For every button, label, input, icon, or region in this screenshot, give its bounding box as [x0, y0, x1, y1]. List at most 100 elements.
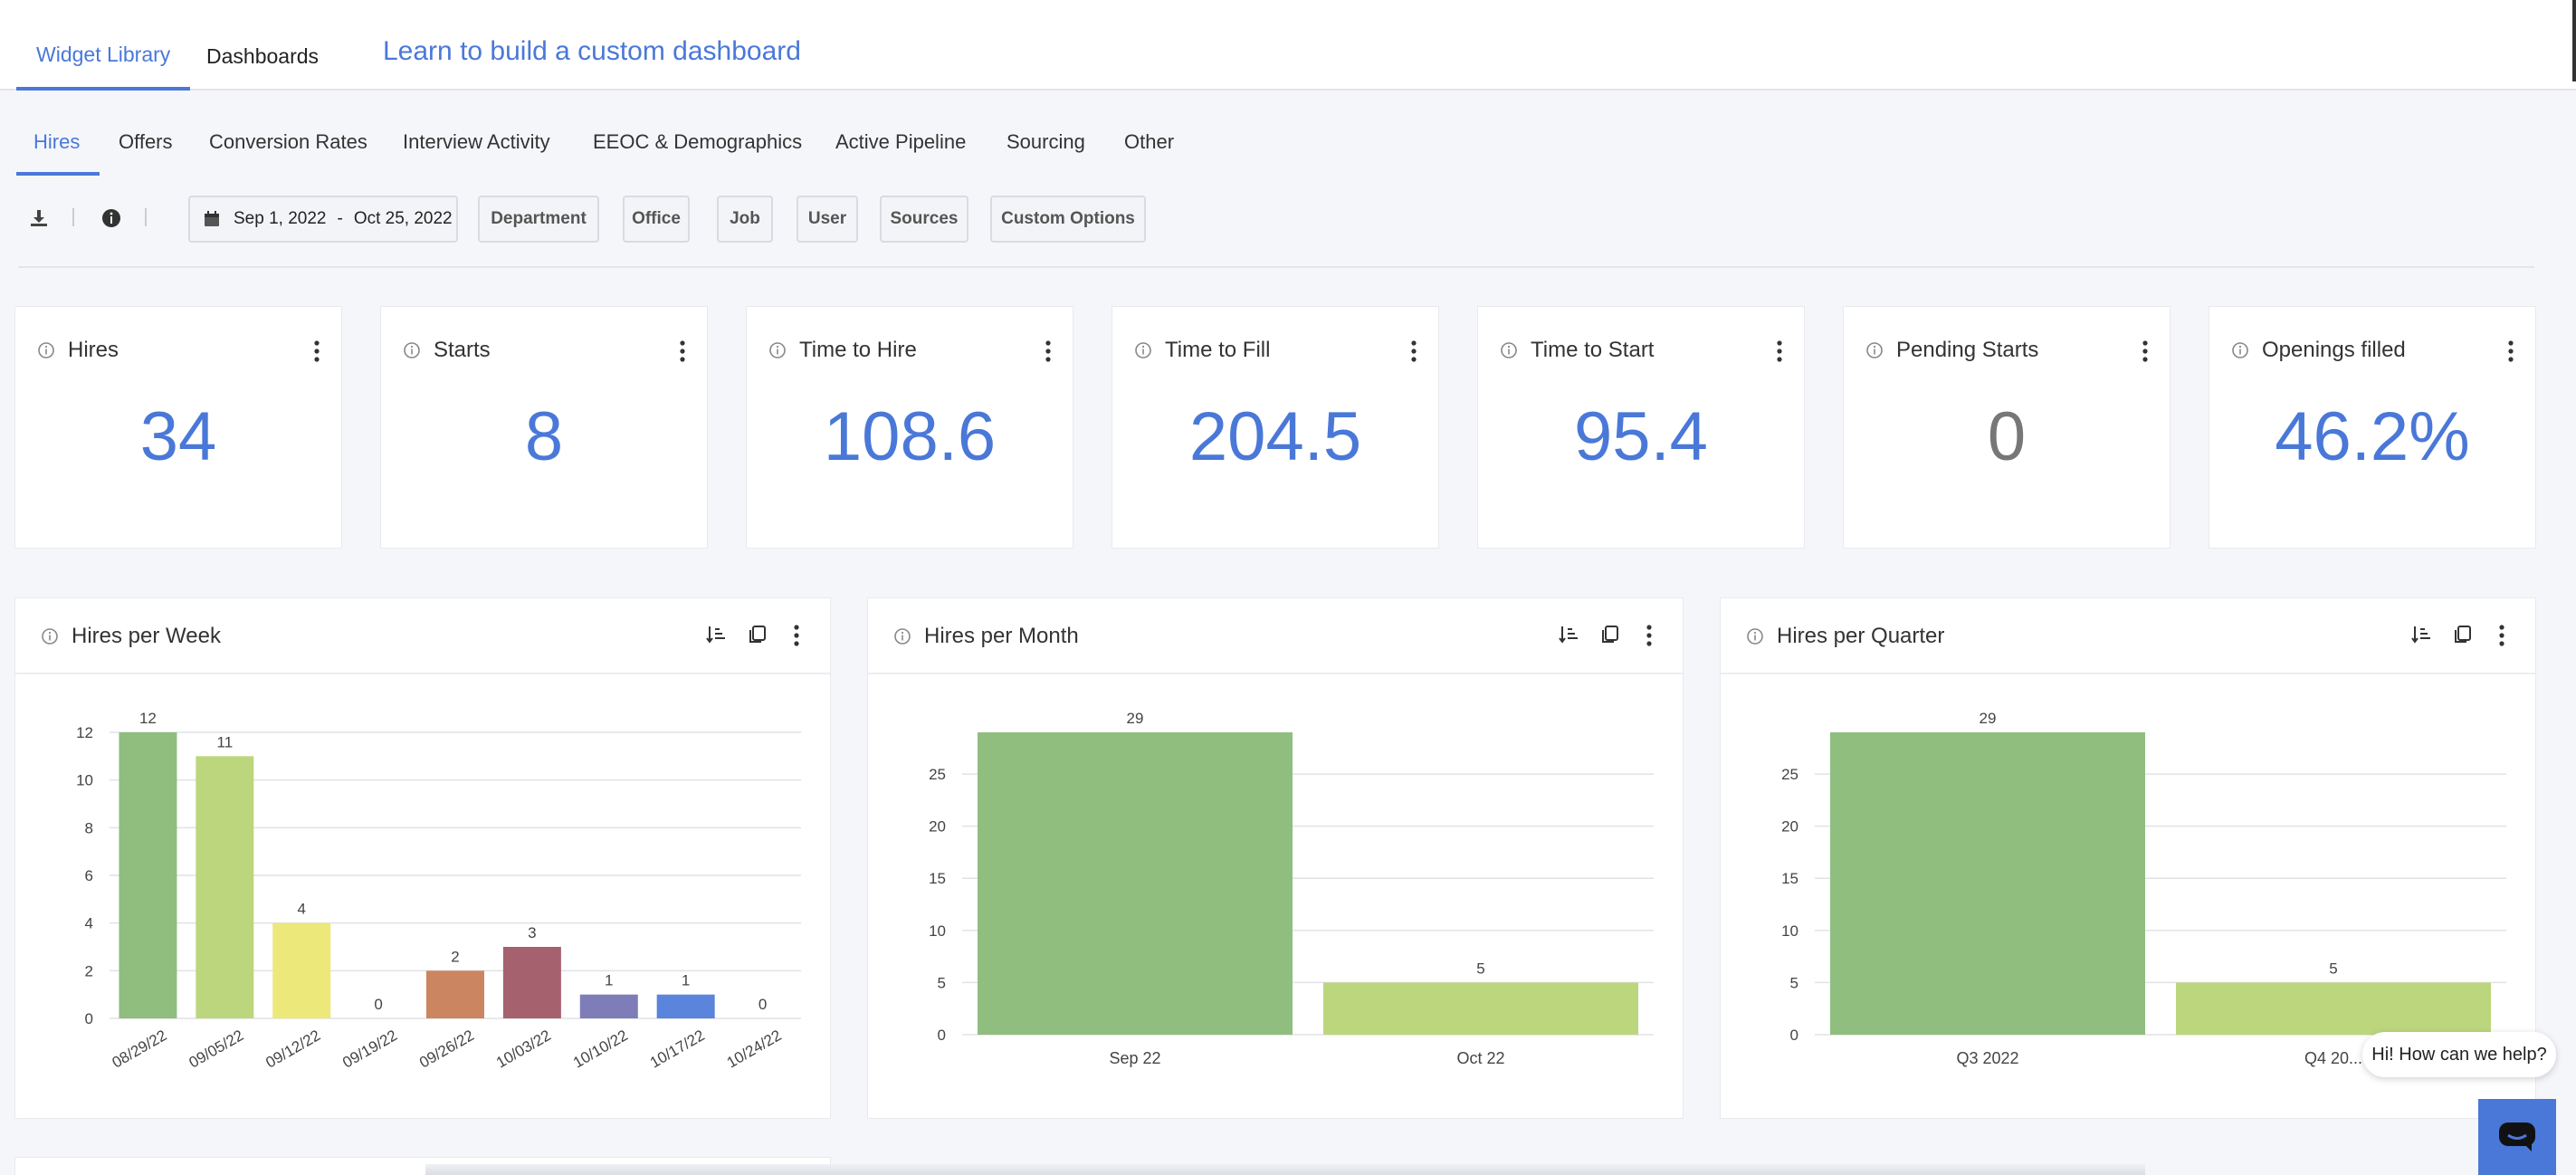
- subtab-conversion-rates[interactable]: Conversion Rates: [209, 130, 367, 153]
- bar: [579, 994, 638, 1018]
- data-label: 29: [1127, 710, 1144, 727]
- subtab-other[interactable]: Other: [1124, 130, 1175, 153]
- chat-button[interactable]: [2478, 1099, 2556, 1175]
- kpi-card-openings-filled: Openings filled 46.2%: [2209, 306, 2536, 549]
- more-vertical-icon[interactable]: [312, 339, 321, 368]
- kpi-card-pending-starts: Pending Starts 0: [1843, 306, 2171, 549]
- y-tick-label: 5: [938, 974, 946, 991]
- kpi-title: Time to Fill: [1165, 338, 1271, 362]
- more-vertical-icon[interactable]: [792, 624, 801, 652]
- y-tick-label: 15: [1781, 870, 1798, 887]
- chart-header: Hires per Quarter: [1721, 598, 2535, 674]
- subtab-interview-activity[interactable]: Interview Activity: [403, 130, 550, 153]
- kpi-title: Openings filled: [2262, 338, 2406, 362]
- filter-user[interactable]: User: [797, 196, 858, 243]
- kpi-card-starts: Starts 8: [380, 306, 708, 549]
- copy-icon[interactable]: [747, 624, 768, 650]
- data-label: 3: [528, 924, 536, 941]
- info-icon[interactable]: [768, 341, 787, 364]
- data-label: 2: [451, 948, 459, 965]
- kpi-value: 95.4: [1574, 398, 1708, 475]
- copy-icon[interactable]: [1599, 624, 1621, 650]
- y-tick-label: 6: [85, 867, 93, 884]
- info-icon[interactable]: [1746, 627, 1764, 650]
- date-separator: -: [337, 209, 343, 228]
- bar: [119, 732, 177, 1018]
- x-tick-label: 09/19/22: [339, 1027, 400, 1072]
- info-icon[interactable]: [98, 205, 125, 232]
- y-tick-label: 8: [85, 819, 93, 836]
- kpi-value: 204.5: [1188, 398, 1362, 475]
- kpi-title: Starts: [434, 338, 491, 362]
- data-label: 4: [297, 901, 305, 918]
- filter-toolbar: Sep 1, 2022 - Oct 25, 2022 Department Of…: [18, 196, 2534, 268]
- date-range-picker[interactable]: Sep 1, 2022 - Oct 25, 2022: [188, 196, 458, 243]
- data-label: 1: [682, 972, 690, 989]
- copy-icon[interactable]: [2452, 624, 2474, 650]
- subtab-offers[interactable]: Offers: [119, 130, 173, 153]
- download-icon[interactable]: [25, 205, 52, 232]
- x-tick-label: 08/29/22: [110, 1027, 170, 1072]
- sort-icon[interactable]: [2410, 624, 2432, 650]
- sort-icon[interactable]: [1558, 624, 1579, 650]
- filter-office[interactable]: Office: [623, 196, 690, 243]
- date-end: Oct 25, 2022: [353, 209, 453, 228]
- subtab-sourcing[interactable]: Sourcing: [1007, 130, 1085, 153]
- more-vertical-icon[interactable]: [678, 339, 687, 368]
- more-vertical-icon[interactable]: [2506, 339, 2515, 368]
- more-vertical-icon[interactable]: [1044, 339, 1053, 368]
- bar: [978, 732, 1293, 1035]
- learn-dashboard-link[interactable]: Learn to build a custom dashboard: [383, 36, 801, 66]
- info-icon[interactable]: [893, 627, 911, 650]
- toolbar-divider: [72, 208, 74, 226]
- bar-chart-hires-per-quarter: 0 5 10 15 20 25 29 Q3 2022 5 Q4 20...: [1781, 710, 2506, 1067]
- more-vertical-icon[interactable]: [1775, 339, 1784, 368]
- x-tick-label: Oct 22: [1456, 1049, 1504, 1067]
- y-tick-label: 20: [1781, 818, 1798, 836]
- sort-icon[interactable]: [705, 624, 727, 650]
- chart-title: Hires per Quarter: [1777, 624, 1945, 648]
- help-bubble[interactable]: Hi! How can we help?: [2362, 1032, 2556, 1077]
- bar: [1323, 982, 1638, 1035]
- kpi-title: Hires: [68, 338, 119, 362]
- scrollbar[interactable]: [2572, 0, 2576, 81]
- x-tick-label: 09/26/22: [416, 1027, 477, 1072]
- chart-card-hires-per-month: Hires per Month 0 5 10 15 20 25 29 Sep 22 5 Oct 2…: [867, 597, 1684, 1119]
- filter-sources[interactable]: Sources: [880, 196, 968, 243]
- more-vertical-icon[interactable]: [1409, 339, 1418, 368]
- horizontal-scrollbar[interactable]: [425, 1164, 2145, 1175]
- data-label: 29: [1980, 710, 1997, 727]
- kpi-card-time-to-fill: Time to Fill 204.5: [1111, 306, 1439, 549]
- filter-department[interactable]: Department: [478, 196, 599, 243]
- info-icon[interactable]: [1134, 341, 1152, 364]
- y-tick-label: 0: [938, 1027, 946, 1044]
- tab-dashboards[interactable]: Dashboards: [206, 43, 320, 68]
- toolbar-divider: [145, 208, 147, 226]
- subtab-eeoc-demographics[interactable]: EEOC & Demographics: [593, 130, 803, 153]
- info-icon[interactable]: [403, 341, 421, 364]
- tab-widget-library[interactable]: Widget Library: [16, 22, 191, 91]
- x-tick-label: 10/24/22: [724, 1027, 785, 1072]
- more-vertical-icon[interactable]: [2141, 339, 2150, 368]
- filter-custom-options[interactable]: Custom Options: [990, 196, 1146, 243]
- info-icon[interactable]: [41, 627, 59, 650]
- data-label: 0: [758, 996, 767, 1013]
- info-icon[interactable]: [37, 341, 55, 364]
- kpi-title: Time to Start: [1531, 338, 1655, 362]
- more-vertical-icon[interactable]: [2497, 624, 2506, 652]
- subtab-active-pipeline[interactable]: Active Pipeline: [835, 130, 967, 153]
- info-icon[interactable]: [1865, 341, 1884, 364]
- chart-card-hires-per-week: Hires per Week 0 2 4 6 8 10 12 12 08/29/22 11 09/0…: [14, 597, 831, 1119]
- more-vertical-icon[interactable]: [1645, 624, 1654, 652]
- y-tick-label: 25: [1781, 766, 1798, 783]
- info-icon[interactable]: [2231, 341, 2249, 364]
- filter-job[interactable]: Job: [717, 196, 773, 243]
- y-tick-label: 0: [1790, 1027, 1798, 1044]
- subtab-hires[interactable]: Hires: [16, 118, 100, 176]
- bar: [196, 756, 254, 1018]
- info-icon[interactable]: [1500, 341, 1518, 364]
- x-tick-label: 10/17/22: [647, 1027, 708, 1072]
- x-tick-label: 09/12/22: [262, 1027, 323, 1072]
- date-start: Sep 1, 2022: [234, 209, 327, 228]
- bar: [2176, 982, 2491, 1035]
